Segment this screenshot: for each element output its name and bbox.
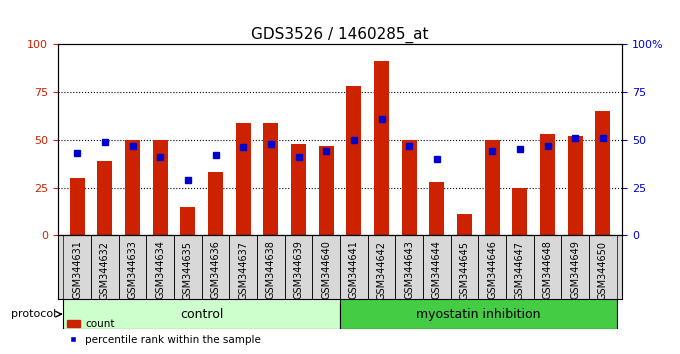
Bar (229, 235, 257, 299)
Bar (340, 299, 617, 329)
Text: GSM344644: GSM344644 (432, 240, 442, 299)
Text: myostatin inhibition: myostatin inhibition (416, 308, 541, 321)
Text: GSM344636: GSM344636 (211, 240, 220, 299)
Text: GSM344641: GSM344641 (349, 240, 359, 299)
Bar (125, 140, 140, 235)
Bar (97, 161, 112, 235)
Bar (346, 86, 362, 235)
Text: protocol: protocol (11, 309, 56, 319)
Bar (561, 235, 589, 299)
Bar (202, 235, 229, 299)
Bar (69, 178, 85, 235)
Bar (180, 207, 195, 235)
Bar (457, 215, 472, 235)
Text: GSM344632: GSM344632 (100, 240, 110, 299)
Text: GSM344646: GSM344646 (487, 240, 497, 299)
Bar (402, 140, 417, 235)
Bar (318, 145, 334, 235)
Bar (568, 136, 583, 235)
Text: GSM344650: GSM344650 (598, 240, 608, 299)
Bar (152, 140, 168, 235)
Bar (595, 111, 611, 235)
Bar (312, 235, 340, 299)
Text: GSM344643: GSM344643 (404, 240, 414, 299)
Bar (512, 188, 528, 235)
Bar (291, 144, 306, 235)
Bar (485, 140, 500, 235)
Text: GSM344647: GSM344647 (515, 240, 525, 299)
Bar (285, 235, 312, 299)
Text: GSM344639: GSM344639 (294, 240, 303, 299)
Bar (146, 235, 174, 299)
Bar (429, 182, 445, 235)
Legend: count, percentile rank within the sample: count, percentile rank within the sample (63, 315, 265, 349)
Bar (534, 235, 561, 299)
Bar (478, 235, 506, 299)
Text: GSM344635: GSM344635 (183, 240, 193, 299)
Bar (263, 122, 278, 235)
Bar (589, 235, 617, 299)
Bar (423, 235, 451, 299)
Text: control: control (180, 308, 223, 321)
Bar (63, 299, 340, 329)
Text: GSM344642: GSM344642 (377, 240, 386, 299)
Title: GDS3526 / 1460285_at: GDS3526 / 1460285_at (251, 27, 429, 43)
Bar (63, 235, 91, 299)
Bar (119, 235, 146, 299)
Bar (340, 235, 368, 299)
Text: GSM344645: GSM344645 (460, 240, 469, 299)
Bar (174, 235, 202, 299)
Bar (208, 172, 223, 235)
Text: GSM344634: GSM344634 (155, 240, 165, 299)
Bar (540, 134, 555, 235)
Text: GSM344633: GSM344633 (128, 240, 137, 299)
Bar (395, 235, 423, 299)
Text: GSM344640: GSM344640 (321, 240, 331, 299)
Text: GSM344631: GSM344631 (72, 240, 82, 299)
Text: GSM344638: GSM344638 (266, 240, 276, 299)
Bar (235, 122, 251, 235)
Text: GSM344637: GSM344637 (238, 240, 248, 299)
Bar (91, 235, 119, 299)
Bar (257, 235, 285, 299)
Bar (368, 235, 395, 299)
Bar (506, 235, 534, 299)
Bar (374, 62, 389, 235)
Bar (451, 235, 478, 299)
Text: GSM344649: GSM344649 (570, 240, 580, 299)
Text: GSM344648: GSM344648 (543, 240, 553, 299)
